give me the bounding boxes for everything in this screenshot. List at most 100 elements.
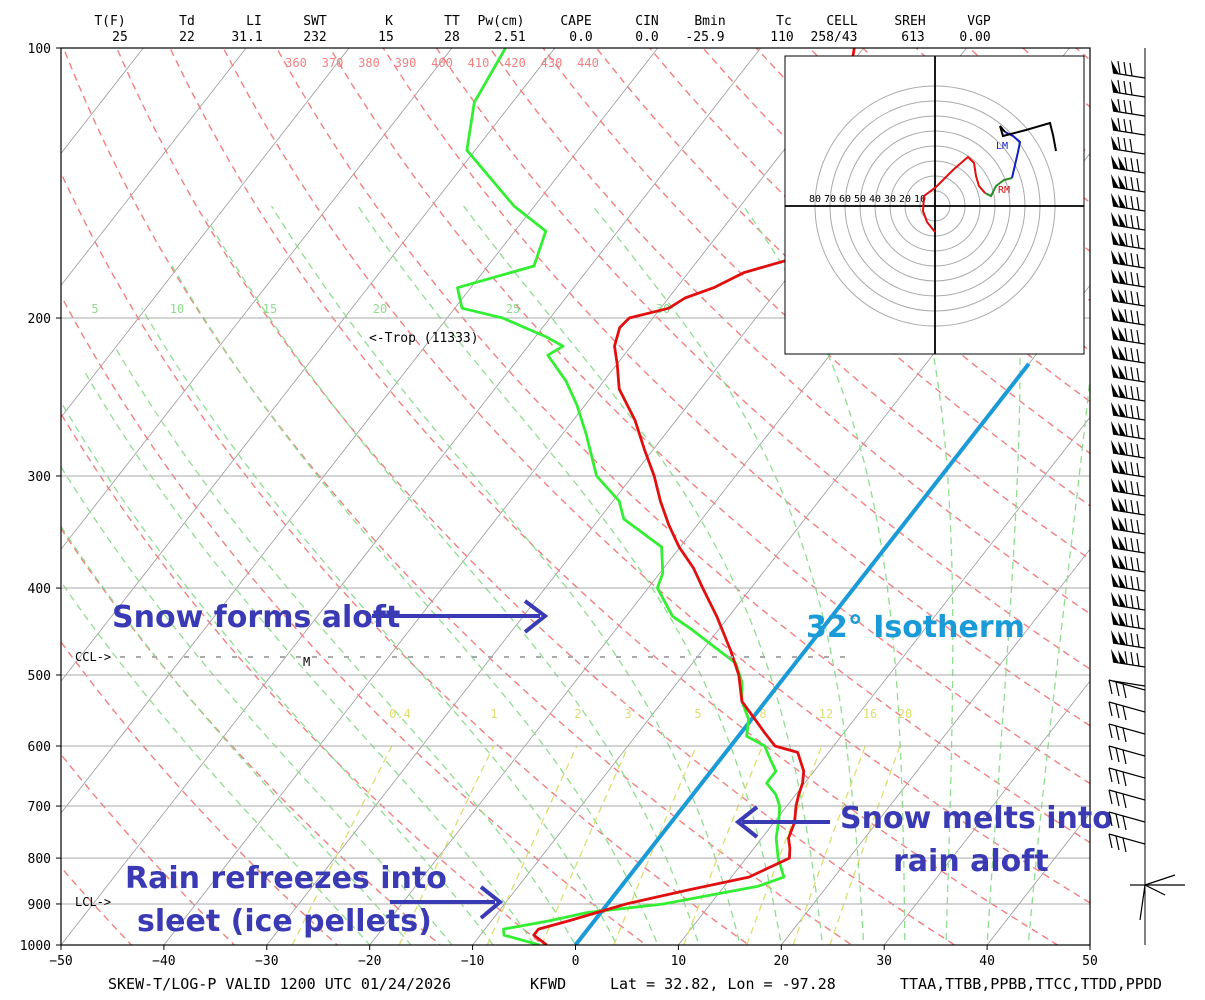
hodograph-inset: 80 70 60 50 40 30 20 10 LM RM <box>785 56 1084 354</box>
wind-barb-feather <box>1131 424 1133 437</box>
wind-barb <box>1111 459 1145 477</box>
mixing-ratio-line <box>684 746 763 945</box>
wind-barb-feather <box>1118 80 1120 93</box>
mixing-ratio-label: 16 <box>863 707 877 721</box>
y-tick-label: 400 <box>28 582 51 597</box>
wind-barb-feather <box>1131 576 1133 589</box>
wind-barb-feather <box>1137 615 1139 628</box>
header-value: 0.00 <box>959 30 990 45</box>
header-label: Td <box>179 14 195 29</box>
wind-barb <box>1111 174 1145 192</box>
wind-barb-feather <box>1125 556 1127 569</box>
header-value: 15 <box>378 30 394 45</box>
header-label: Bmin <box>694 14 725 29</box>
theta-label: 390 <box>395 56 417 70</box>
wind-barb-pennant <box>1111 630 1119 644</box>
header-value: 25 <box>112 30 128 45</box>
wind-barb-pennant <box>1111 516 1119 530</box>
isotherm-line <box>0 48 452 945</box>
wind-barb-pennant <box>1111 231 1119 245</box>
wind-barb-feather <box>1118 118 1120 131</box>
wind-barb-feather <box>1123 728 1126 742</box>
wind-barb-staff <box>1109 746 1145 756</box>
wind-barb-feather <box>1124 119 1126 132</box>
mixed-layer-marker: M <box>303 655 310 669</box>
header-value: 22 <box>179 30 195 45</box>
wind-barb-feather <box>1125 271 1127 284</box>
wind-barb-feather <box>1131 348 1133 361</box>
wind-barb <box>1145 885 1165 895</box>
wind-barb-feather <box>1137 254 1139 267</box>
isotherm-32-label: 32° Isotherm <box>806 610 1025 645</box>
wind-barb-feather <box>1125 518 1127 531</box>
wind-barb-staff <box>1109 768 1145 778</box>
wind-barb <box>1111 250 1145 268</box>
wind-barb-feather <box>1125 442 1127 455</box>
isotherm-line <box>0 48 349 945</box>
mixing-ratio-label: 2 <box>574 707 581 721</box>
ring-label: 70 <box>824 194 836 205</box>
x-tick-label: 50 <box>1082 954 1098 969</box>
wind-barb-pennant <box>1111 269 1119 283</box>
wind-barb-feather <box>1137 292 1139 305</box>
wind-barb-feather <box>1137 235 1139 248</box>
wind-barb-pennant <box>1111 440 1119 454</box>
wind-barb-staff <box>1109 834 1145 844</box>
wind-barb <box>1111 497 1145 515</box>
wind-barb <box>1109 812 1145 830</box>
wind-barb <box>1111 478 1145 496</box>
wind-barb-feather <box>1125 537 1127 550</box>
ring-label: 40 <box>869 194 881 205</box>
annotation-snow-aloft: Snow forms aloft <box>112 600 545 635</box>
x-tick-label: 40 <box>979 954 995 969</box>
theta-label: 360 <box>285 56 307 70</box>
header-label: SREH <box>894 14 925 29</box>
wind-barb-feather <box>1124 138 1126 151</box>
refreeze-text-line2: sleet (ice pellets) <box>137 904 432 939</box>
wind-barb-feather <box>1109 834 1112 848</box>
mixing-ratio-label: 12 <box>819 707 833 721</box>
wind-barb <box>1109 790 1145 808</box>
footer-title: SKEW-T/LOG-P VALID 1200 UTC 01/24/2026 <box>108 975 451 993</box>
wind-barb-pennant <box>1111 193 1119 207</box>
isotherm-line <box>0 48 555 945</box>
wind-barb-feather <box>1124 100 1126 113</box>
isotherm-line <box>0 48 143 945</box>
x-tick-label: −20 <box>358 954 381 969</box>
wind-barb <box>1111 212 1145 230</box>
wind-barb-feather <box>1131 652 1133 665</box>
wind-barb-feather <box>1109 724 1112 738</box>
wind-barb-feather <box>1131 481 1133 494</box>
theta-label: 420 <box>504 56 526 70</box>
wind-barb-feather <box>1137 577 1139 590</box>
wind-barb-feather <box>1131 538 1133 551</box>
wind-barb-feather <box>1137 634 1139 647</box>
theta-e-label: 20 <box>373 302 387 316</box>
wind-barb-pennant <box>1111 497 1119 511</box>
theta-label: 440 <box>577 56 599 70</box>
wind-barb-staff <box>1109 702 1145 712</box>
wind-barb <box>1111 383 1145 401</box>
wind-barb-feather <box>1137 387 1139 400</box>
wind-barb-feather <box>1131 291 1133 304</box>
wind-barb-feather <box>1125 461 1127 474</box>
header-value: 0.0 <box>635 30 658 45</box>
wind-barb-pennant <box>1111 383 1119 397</box>
y-tick-label: 800 <box>28 852 51 867</box>
header-value: 0.0 <box>569 30 592 45</box>
header-label: VGP <box>967 14 991 29</box>
wind-barb-feather <box>1137 596 1139 609</box>
wind-barb-feather <box>1131 557 1133 570</box>
wind-barb-feather <box>1125 613 1127 626</box>
wind-barb-feather <box>1131 253 1133 266</box>
wind-barb-feather <box>1137 311 1139 324</box>
header-label: CELL <box>826 14 857 29</box>
wind-barb <box>1140 885 1145 920</box>
wind-barb-feather <box>1116 814 1119 828</box>
wind-barb-feather <box>1125 157 1127 170</box>
y-tick-label: 500 <box>28 669 51 684</box>
wind-barb-feather <box>1116 770 1119 784</box>
wind-barb <box>1111 573 1145 591</box>
isotherm-line <box>0 48 658 945</box>
wind-barb-feather <box>1137 178 1139 191</box>
